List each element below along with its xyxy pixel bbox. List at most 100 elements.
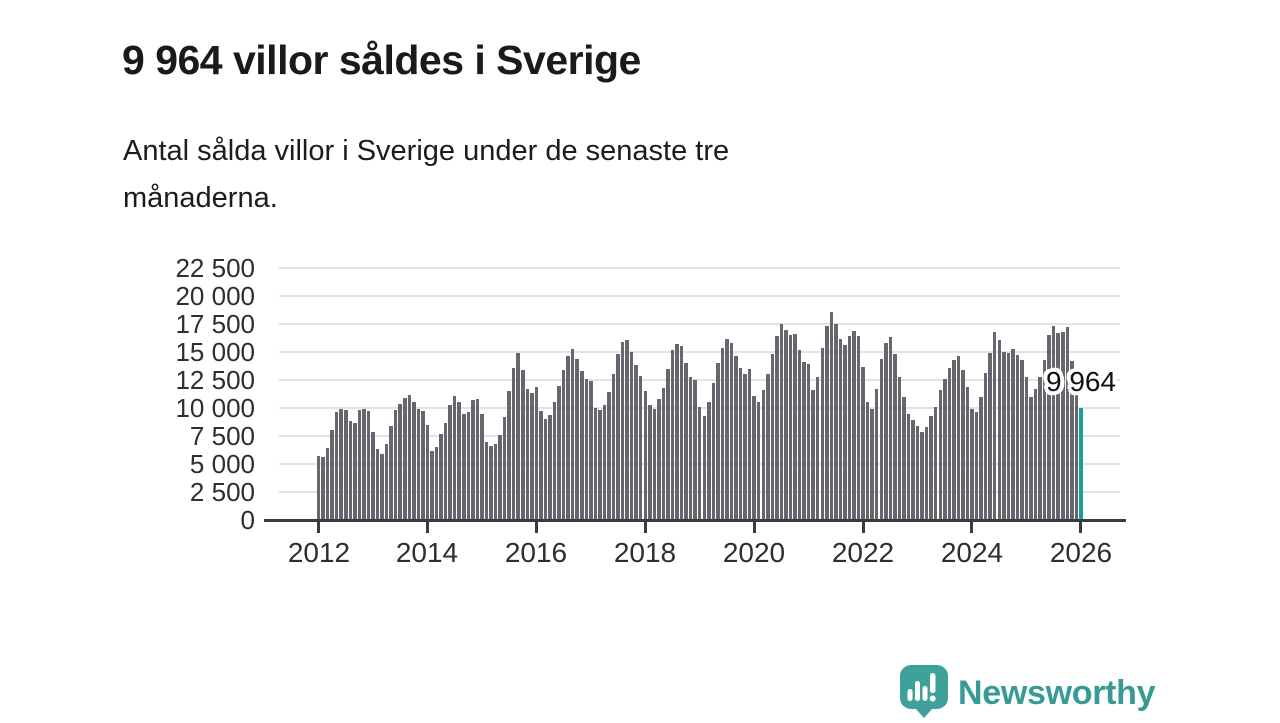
bar [666, 369, 670, 520]
bar [1070, 361, 1074, 520]
bar [997, 340, 1001, 520]
bar [511, 368, 516, 520]
bar [806, 364, 811, 520]
bar [797, 350, 802, 520]
bar [393, 410, 398, 520]
bar [915, 426, 920, 520]
y-axis-label: 20 000 [175, 281, 255, 311]
bar [1029, 397, 1033, 520]
bar [620, 342, 625, 520]
bar [992, 332, 997, 520]
bar [353, 423, 357, 520]
bar [643, 391, 647, 520]
bar [747, 369, 752, 520]
bar [580, 371, 584, 520]
bar [1051, 326, 1056, 520]
bar [729, 343, 734, 520]
bar [561, 370, 566, 520]
gridline [279, 295, 1120, 297]
bar [675, 344, 679, 520]
bar [1061, 332, 1065, 520]
bar [952, 360, 956, 520]
bar [321, 457, 325, 520]
bar [330, 430, 334, 520]
gridline [279, 323, 1120, 325]
newsworthy-logo: Newsworthy [899, 664, 1156, 723]
bar [1056, 333, 1060, 520]
x-axis-label: 2024 [940, 537, 1004, 568]
bar [616, 354, 620, 520]
chart-subtitle: Antal sålda villor i Sverige under de se… [123, 128, 1023, 222]
highlighted-bar [1079, 408, 1084, 520]
bar [348, 421, 352, 520]
bar [743, 374, 747, 520]
bar [956, 356, 961, 520]
bar [738, 368, 743, 520]
bar [607, 392, 611, 520]
bar [947, 368, 951, 520]
bar [888, 337, 892, 520]
gridline [279, 267, 1120, 269]
x-axis-label: 2012 [287, 537, 351, 568]
bar [339, 409, 343, 520]
bar [661, 388, 666, 520]
bar [389, 426, 393, 520]
x-axis-tick [970, 522, 973, 533]
bar [430, 451, 434, 520]
bar [334, 412, 339, 520]
bar [502, 417, 507, 520]
x-axis-label: 2014 [395, 537, 459, 568]
bar [452, 396, 457, 520]
bar [1038, 377, 1042, 520]
bar [838, 339, 843, 520]
bar [471, 400, 475, 520]
bar [425, 425, 430, 520]
gridline [279, 351, 1120, 353]
bar [811, 390, 815, 520]
bar [462, 414, 466, 520]
bar [775, 336, 779, 520]
bar [629, 352, 634, 520]
y-axis-label: 22 500 [175, 253, 255, 283]
bar [375, 449, 380, 520]
y-axis-label: 0 [240, 505, 255, 535]
bar [366, 411, 371, 520]
bar [756, 402, 761, 520]
x-axis-tick [426, 522, 429, 533]
bar [802, 362, 806, 520]
bar [611, 374, 616, 520]
bar [788, 335, 793, 520]
bar [448, 405, 452, 520]
bar [657, 399, 661, 520]
bar [344, 410, 348, 520]
bar [843, 345, 847, 520]
bar [362, 409, 366, 520]
bar [480, 414, 484, 520]
bar [688, 377, 693, 520]
bar [516, 353, 520, 520]
bar [648, 405, 652, 520]
bar [575, 359, 579, 520]
bar [702, 416, 706, 520]
bar [475, 399, 480, 520]
x-axis-tick [317, 522, 320, 533]
bar [784, 330, 788, 520]
bar [652, 409, 657, 520]
bar [874, 389, 879, 520]
y-axis-label: 17 500 [175, 309, 255, 339]
bar [593, 408, 598, 520]
bar [933, 407, 938, 520]
newsworthy-speech-bubble-chart-icon [899, 664, 949, 723]
bar [498, 435, 502, 520]
bar [602, 405, 607, 520]
bar [416, 409, 421, 520]
bar [834, 324, 838, 520]
bar [983, 373, 988, 520]
x-axis-tick [535, 522, 538, 533]
bar [911, 420, 915, 520]
bar [920, 432, 924, 520]
bar [974, 412, 979, 520]
bar [1024, 377, 1029, 520]
x-axis-label: 2016 [504, 537, 568, 568]
bar [357, 410, 362, 520]
